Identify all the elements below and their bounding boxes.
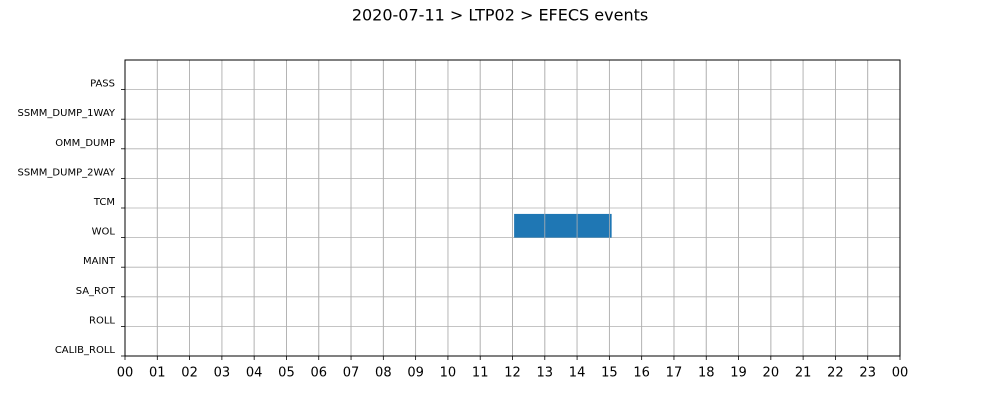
x-tick-label: 14 [569, 366, 586, 381]
x-tick-label: 05 [278, 366, 295, 381]
x-tick-label: 07 [343, 366, 360, 381]
x-tick-label: 03 [214, 366, 231, 381]
x-tick-label: 19 [730, 366, 747, 381]
x-tick-label: 10 [440, 366, 457, 381]
y-tick-label: PASS [90, 79, 115, 90]
y-tick-label: SSMM_DUMP_2WAY [17, 167, 115, 178]
x-tick-label: 16 [633, 366, 650, 381]
x-tick-label: 09 [407, 366, 424, 381]
y-tick-label: CALIB_ROLL [55, 345, 116, 356]
x-tick-label: 00 [892, 366, 909, 381]
x-tick-label: 12 [504, 366, 521, 381]
x-tick-label: 11 [472, 366, 489, 381]
x-tick-label: 00 [117, 366, 134, 381]
chart-title: 2020-07-11 > LTP02 > EFECS events [352, 6, 648, 25]
x-tick-label: 13 [537, 366, 554, 381]
y-tick-label: ROLL [89, 315, 115, 326]
event-bar [514, 213, 612, 238]
x-tick-label: 04 [246, 366, 263, 381]
x-tick-label: 08 [375, 366, 392, 381]
x-tick-label: 17 [666, 366, 683, 381]
x-tick-label: 21 [795, 366, 812, 381]
y-tick-label: TCM [93, 197, 115, 208]
x-tick-label: 15 [601, 366, 618, 381]
x-tick-label: 18 [698, 366, 715, 381]
x-tick-label: 01 [149, 366, 166, 381]
x-tick-label: 20 [763, 366, 780, 381]
x-tick-label: 06 [310, 366, 327, 381]
plot-frame [124, 59, 901, 357]
y-tick-label: MAINT [83, 256, 116, 267]
x-tick-label: 23 [859, 366, 876, 381]
y-tick-label: OMM_DUMP [55, 138, 115, 149]
y-tick-label: WOL [92, 227, 116, 238]
y-tick-label: SSMM_DUMP_1WAY [17, 108, 115, 119]
x-tick-label: 02 [181, 366, 198, 381]
y-tick-label: SA_ROT [76, 286, 116, 297]
x-tick-label: 22 [827, 366, 844, 381]
